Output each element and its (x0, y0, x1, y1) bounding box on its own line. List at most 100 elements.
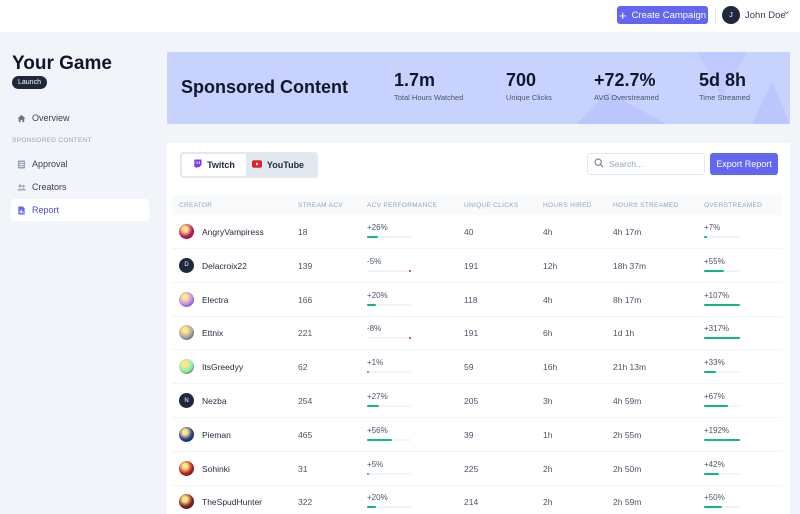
avatar-initial: D (184, 262, 189, 269)
unique-clicks: 225 (464, 463, 479, 474)
hours-streamed: 2h 59m (613, 497, 642, 508)
tab-twitch[interactable]: Twitch (182, 154, 246, 176)
stat-avg-overstreamed: +72.7% AVG Overstreamed (594, 70, 659, 102)
acv-performance: +20% (367, 493, 388, 503)
chevron-down-icon[interactable] (783, 9, 790, 18)
acv-performance: +20% (367, 290, 388, 300)
unique-clicks: 191 (464, 260, 479, 271)
column-header[interactable]: ACV PERFORMANCE (367, 202, 438, 209)
report-icon (17, 205, 26, 215)
column-header[interactable]: CREATOR (179, 202, 213, 209)
column-header[interactable]: STREAM ACV (298, 202, 343, 209)
creator-name[interactable]: Ettnix (202, 328, 224, 339)
hours-hired: 4h (543, 227, 553, 237)
sidebar-item-label: Approval (32, 159, 68, 169)
hours-streamed: 8h 17m (613, 294, 642, 305)
search-box[interactable] (587, 153, 705, 175)
stream-acv: 322 (298, 497, 313, 508)
table-row[interactable]: TheSpudHunter 322 +20% 214 2h 2h 59m +50% (172, 485, 782, 514)
column-header[interactable]: HOURS HIRED (543, 202, 592, 209)
user-avatar[interactable]: J (722, 6, 740, 24)
acv-performance-bar (367, 303, 411, 306)
creator-name[interactable]: AngryVampiress (202, 227, 264, 237)
acv-performance-bar (367, 236, 411, 238)
overstreamed-bar (704, 438, 741, 441)
overstreamed: +42% (704, 459, 725, 469)
create-campaign-button[interactable]: + Create Campaign (617, 6, 708, 24)
table-row[interactable]: Pieman 465 +56% 39 1h 2h 55m +192% (172, 418, 782, 452)
overstreamed: +67% (704, 392, 725, 401)
stream-acv: 62 (298, 362, 308, 373)
hours-hired: 2h (543, 463, 553, 474)
overstreamed-bar (704, 472, 741, 475)
hours-hired: 1h (543, 429, 553, 440)
avatar[interactable] (179, 291, 194, 307)
stat-total-hours: 1.7m Total Hours Watched (394, 70, 463, 102)
avatar[interactable] (179, 494, 194, 510)
sidebar-item-creators[interactable]: Creators (11, 176, 149, 198)
export-report-button[interactable]: Export Report (710, 153, 778, 175)
creator-name[interactable]: ItsGreedyy (202, 362, 244, 373)
stream-acv: 18 (298, 227, 308, 237)
hours-streamed: 4h 59m (613, 396, 642, 406)
overstreamed-bar (704, 405, 741, 407)
hours-hired: 2h (543, 497, 553, 508)
overstreamed: +317% (704, 324, 730, 334)
creator-name[interactable]: Pieman (202, 429, 231, 440)
table-row[interactable]: Ettnix 221 -8% 191 6h 1d 1h +317% (172, 316, 782, 351)
avatar[interactable] (179, 359, 194, 375)
overstreamed-bar (704, 371, 741, 374)
acv-performance-bar (367, 438, 411, 441)
stat-value: 5d 8h (699, 70, 747, 90)
acv-performance-bar (367, 337, 411, 340)
table-row[interactable]: D Delacroix22 139 -5% 191 12h 18h 37m +55% (172, 249, 782, 283)
avatar-initial: N (184, 397, 189, 404)
creator-name[interactable]: TheSpudHunter (202, 497, 263, 508)
table-row[interactable]: AngryVampiress 18 +26% 40 4h 4h 17m +7% (172, 215, 782, 249)
table-row[interactable]: Electra 166 +20% 118 4h 8h 17m +107% (172, 283, 782, 317)
acv-performance-bar (367, 371, 411, 374)
column-header[interactable]: UNIQUE CLICKS (464, 202, 519, 209)
column-header[interactable]: OVERSTREAMED (704, 202, 763, 209)
acv-performance: -5% (367, 256, 382, 266)
search-input[interactable] (609, 159, 699, 169)
sidebar-item-overview[interactable]: Overview (11, 107, 149, 129)
home-icon (17, 114, 26, 123)
tab-youtube[interactable]: YouTube (246, 154, 310, 176)
creator-name[interactable]: Sohinki (202, 463, 230, 474)
hours-hired: 6h (543, 328, 553, 339)
summary-banner: Sponsored Content 1.7m Total Hours Watch… (167, 52, 790, 124)
avatar[interactable]: N (179, 393, 194, 408)
creator-name[interactable]: Delacroix22 (202, 260, 247, 271)
acv-performance: +5% (367, 459, 384, 469)
page-title: Sponsored Content (181, 77, 348, 97)
table-row[interactable]: Sohinki 31 +5% 225 2h 2h 50m +42% (172, 452, 782, 486)
creator-name[interactable]: Nezba (202, 396, 227, 406)
creator-name[interactable]: Electra (202, 294, 229, 305)
twitch-icon (193, 159, 202, 171)
overstreamed: +33% (704, 358, 725, 368)
sidebar-item-approval[interactable]: Approval (11, 153, 149, 175)
report-card: Twitch YouTube Export Report CREATOR STR… (167, 143, 790, 514)
table-row[interactable]: ItsGreedyy 62 +1% 59 16h 21h 13m +33% (172, 350, 782, 385)
sidebar-item-label: Report (32, 205, 60, 215)
column-header[interactable]: HOURS STREAMED (613, 202, 679, 209)
stream-acv: 31 (298, 463, 308, 474)
unique-clicks: 205 (464, 396, 479, 406)
divider (715, 8, 716, 24)
sidebar-item-report[interactable]: Report (11, 199, 149, 221)
table-row[interactable]: N Nezba 254 +27% 205 3h 4h 59m +67% (172, 384, 782, 418)
hours-streamed: 21h 13m (613, 362, 647, 373)
avatar[interactable] (179, 460, 194, 476)
overstreamed: +192% (704, 425, 730, 435)
hours-streamed: 18h 37m (613, 260, 647, 271)
avatar[interactable] (179, 426, 194, 442)
tab-label: Twitch (207, 160, 235, 170)
stream-acv: 254 (298, 396, 313, 406)
avatar[interactable]: D (179, 257, 194, 273)
game-title: Your Game (12, 53, 112, 74)
avatar[interactable] (179, 325, 194, 341)
avatar[interactable] (179, 224, 194, 239)
user-name[interactable]: John Doe (745, 10, 786, 21)
acv-performance-bar (367, 405, 411, 407)
